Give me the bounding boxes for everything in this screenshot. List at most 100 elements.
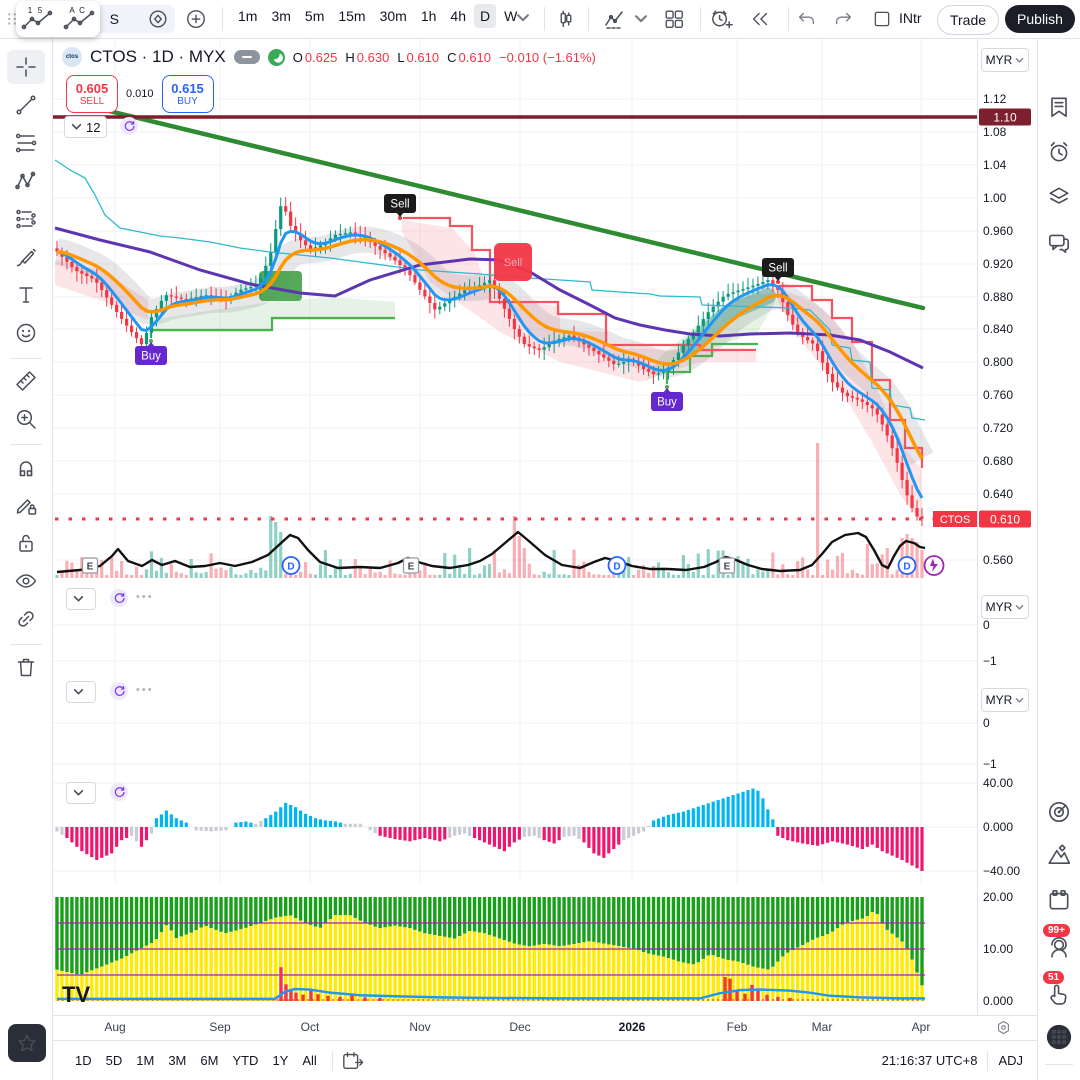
sidebar-whats-new-button[interactable] — [1046, 981, 1072, 1007]
currency-selector[interactable]: MYR — [981, 688, 1029, 712]
chart-style-candles-icon[interactable] — [555, 8, 577, 30]
timeframe-3m[interactable]: 3m — [271, 8, 291, 24]
sidebar-alerts-button[interactable] — [1046, 139, 1072, 165]
buy-button[interactable]: 0.615 BUY — [161, 75, 214, 113]
tool-trend-line[interactable] — [7, 88, 45, 122]
time-axis-settings-icon[interactable] — [995, 1019, 1012, 1036]
favorites-star-button[interactable] — [8, 1024, 46, 1062]
sync-indicator-icon[interactable] — [110, 783, 128, 801]
adj-toggle[interactable]: ADJ — [998, 1053, 1023, 1068]
layout-grid-icon[interactable] — [663, 8, 685, 30]
tool-trash[interactable] — [7, 650, 45, 684]
crosshair-icon — [14, 55, 38, 79]
sell-button[interactable]: 0.605 SELL — [66, 75, 118, 113]
sidebar-hotlists-button[interactable] — [1046, 799, 1072, 825]
sync-indicator-icon[interactable] — [120, 117, 138, 135]
sync-indicator-icon[interactable] — [110, 589, 128, 607]
range-6M[interactable]: 6M — [200, 1053, 219, 1068]
timeframe-4h[interactable]: 4h — [450, 8, 466, 24]
tool-zoom-in[interactable] — [7, 402, 45, 436]
redo-icon[interactable] — [832, 8, 854, 30]
tool-ruler[interactable] — [7, 364, 45, 398]
range-1M[interactable]: 1M — [136, 1053, 155, 1068]
undo-icon[interactable] — [796, 8, 818, 30]
market-status-toggle[interactable] — [233, 50, 260, 64]
oscillator-pane[interactable] — [52, 768, 977, 883]
drag-handle-icon[interactable] — [4, 8, 20, 30]
tool-crosshair[interactable] — [7, 50, 45, 84]
sidebar-chat-button[interactable] — [1046, 230, 1072, 256]
timeframe-D[interactable]: D — [473, 4, 497, 28]
timeframe-W[interactable]: W — [504, 8, 518, 24]
tool-eye[interactable] — [7, 564, 45, 598]
month-label: 2026 — [618, 1020, 646, 1034]
tool-emoji[interactable] — [7, 316, 45, 350]
currency-selector[interactable]: MYR — [981, 595, 1029, 619]
compare-add-icon[interactable] — [185, 8, 207, 30]
layout-square-icon[interactable] — [872, 9, 892, 29]
symbol-logo[interactable]: ctos — [62, 47, 82, 67]
main-price-pane[interactable]: Sell CTOS Sell Sell Buy Buy E D E D E D — [52, 38, 977, 584]
timeframe-chevron-icon[interactable] — [516, 11, 530, 25]
timeframe-15m[interactable]: 15m — [338, 8, 366, 24]
range-5D[interactable]: 5D — [105, 1053, 123, 1068]
timeframe-1m[interactable]: 1m — [238, 8, 258, 24]
change-value: −0.010 (−1.61%) — [499, 49, 596, 65]
pane-collapse-button[interactable] — [66, 681, 96, 703]
tool-fib-retracement[interactable] — [7, 126, 45, 160]
range-1D[interactable]: 1D — [75, 1053, 92, 1068]
tool-magnet[interactable] — [7, 450, 45, 484]
tool-brush[interactable] — [7, 240, 45, 274]
tool-forecast[interactable] — [7, 202, 45, 236]
bar-replay-icon[interactable] — [749, 8, 771, 30]
sidebar-ideas-button[interactable] — [1046, 842, 1072, 868]
ribbon-tick: 10.00 — [983, 942, 1014, 956]
clock-text[interactable]: 21:16:37 UTC+8 — [881, 1053, 978, 1068]
sidebar-support-button[interactable] — [1046, 934, 1072, 960]
range-3M[interactable]: 3M — [168, 1053, 187, 1068]
pane-collapse-button[interactable] — [66, 782, 96, 804]
indicators-collapse-dropdown[interactable]: 12 — [64, 116, 108, 138]
time-axis[interactable]: Aug Sep Oct Nov Dec 2026 Feb Mar Apr — [52, 1016, 1037, 1040]
sidebar-calendar-button[interactable] — [1046, 887, 1072, 913]
symbol-title[interactable]: CTOS · 1D · MYX — [90, 47, 226, 66]
sidebar-watchlist-button[interactable] — [1046, 94, 1072, 120]
trend-ribbon-pane[interactable]: TV — [52, 884, 977, 1015]
empty-indicator-pane-1[interactable] — [52, 584, 977, 667]
sidebar-apps-button[interactable] — [1046, 1024, 1072, 1050]
indicators-icon[interactable] — [602, 7, 626, 31]
empty-indicator-pane-2[interactable] — [52, 668, 977, 767]
alert-add-icon[interactable] — [709, 7, 734, 31]
tool-text[interactable] — [7, 278, 45, 312]
indicators-chevron-icon[interactable] — [634, 12, 648, 26]
currency-selector[interactable]: MYR — [981, 48, 1029, 72]
pane-more-options[interactable]: ••• — [136, 684, 154, 696]
pane-more-options[interactable]: ••• — [136, 591, 154, 603]
flag-diamond-icon[interactable] — [147, 8, 169, 30]
sidebar-object-tree-button[interactable] — [1046, 184, 1072, 210]
trade-button[interactable]: Trade — [937, 5, 999, 35]
timeframe-30m[interactable]: 30m — [379, 8, 407, 24]
chevron-down-icon — [1015, 697, 1024, 704]
range-1Y[interactable]: 1Y — [272, 1053, 289, 1068]
publish-button[interactable]: Publish — [1005, 5, 1075, 33]
layout-name[interactable]: INtr — [899, 10, 922, 26]
range-YTD[interactable]: YTD — [232, 1053, 259, 1068]
tool-lock[interactable] — [7, 526, 45, 560]
go-to-date-icon[interactable] — [341, 1050, 365, 1072]
sync-indicator-icon[interactable] — [110, 682, 128, 700]
low-label: L — [397, 49, 405, 65]
timeframe-1h[interactable]: 1h — [420, 8, 437, 24]
svg-text:D: D — [613, 562, 620, 573]
range-All[interactable]: All — [302, 1053, 317, 1068]
tool-edit-lock[interactable] — [7, 488, 45, 522]
tool-link[interactable] — [7, 602, 45, 636]
timeframe-5m[interactable]: 5m — [304, 8, 325, 24]
pane-collapse-button[interactable] — [66, 588, 96, 610]
tool-xabcd-pattern[interactable] — [7, 164, 45, 198]
price-axis[interactable]: MYR 1.12 1.08 1.04 1.00 0.960 0.920 0.880 0.840 0… — [978, 38, 1037, 1080]
svg-text:Sell: Sell — [390, 199, 409, 211]
